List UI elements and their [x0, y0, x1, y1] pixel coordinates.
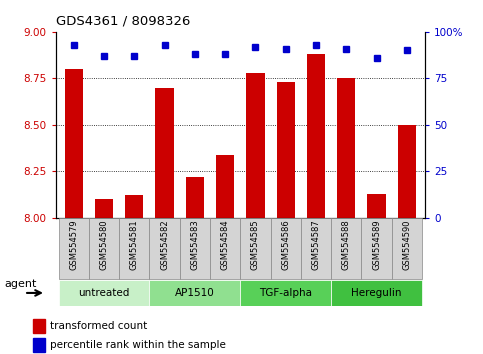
- Text: GSM554588: GSM554588: [342, 219, 351, 270]
- Text: transformed count: transformed count: [50, 321, 147, 331]
- Bar: [368, 194, 385, 218]
- Text: GSM554586: GSM554586: [281, 219, 290, 270]
- Text: GSM554581: GSM554581: [130, 219, 139, 270]
- Text: GSM554579: GSM554579: [69, 219, 78, 270]
- Text: GDS4361 / 8098326: GDS4361 / 8098326: [56, 14, 190, 27]
- Bar: [95, 199, 113, 218]
- FancyBboxPatch shape: [392, 218, 422, 279]
- Text: GSM554580: GSM554580: [99, 219, 109, 270]
- FancyBboxPatch shape: [89, 218, 119, 279]
- FancyBboxPatch shape: [149, 218, 180, 279]
- Text: Heregulin: Heregulin: [351, 288, 402, 298]
- Bar: [246, 73, 265, 218]
- FancyBboxPatch shape: [331, 280, 422, 306]
- Text: AP1510: AP1510: [175, 288, 215, 298]
- Text: GSM554587: GSM554587: [312, 219, 321, 270]
- FancyBboxPatch shape: [331, 218, 361, 279]
- Text: GSM554583: GSM554583: [190, 219, 199, 270]
- Bar: [33, 338, 45, 352]
- Bar: [216, 155, 234, 218]
- Bar: [156, 88, 174, 218]
- Text: percentile rank within the sample: percentile rank within the sample: [50, 341, 226, 350]
- FancyBboxPatch shape: [241, 218, 270, 279]
- FancyBboxPatch shape: [301, 218, 331, 279]
- FancyBboxPatch shape: [119, 218, 149, 279]
- FancyBboxPatch shape: [149, 280, 241, 306]
- FancyBboxPatch shape: [361, 218, 392, 279]
- Bar: [33, 319, 45, 333]
- Text: untreated: untreated: [78, 288, 130, 298]
- Bar: [186, 177, 204, 218]
- Text: GSM554582: GSM554582: [160, 219, 169, 270]
- Text: GSM554589: GSM554589: [372, 219, 381, 270]
- FancyBboxPatch shape: [58, 218, 89, 279]
- Text: GSM554584: GSM554584: [221, 219, 229, 270]
- Text: GSM554590: GSM554590: [402, 219, 412, 270]
- Text: GSM554585: GSM554585: [251, 219, 260, 270]
- FancyBboxPatch shape: [241, 280, 331, 306]
- FancyBboxPatch shape: [210, 218, 241, 279]
- FancyBboxPatch shape: [270, 218, 301, 279]
- Bar: [125, 195, 143, 218]
- Text: TGF-alpha: TGF-alpha: [259, 288, 312, 298]
- FancyBboxPatch shape: [58, 280, 149, 306]
- Bar: [65, 69, 83, 218]
- Bar: [277, 82, 295, 218]
- FancyBboxPatch shape: [180, 218, 210, 279]
- Bar: [398, 125, 416, 218]
- Bar: [307, 54, 325, 218]
- Bar: [337, 78, 355, 218]
- Text: agent: agent: [5, 279, 37, 290]
